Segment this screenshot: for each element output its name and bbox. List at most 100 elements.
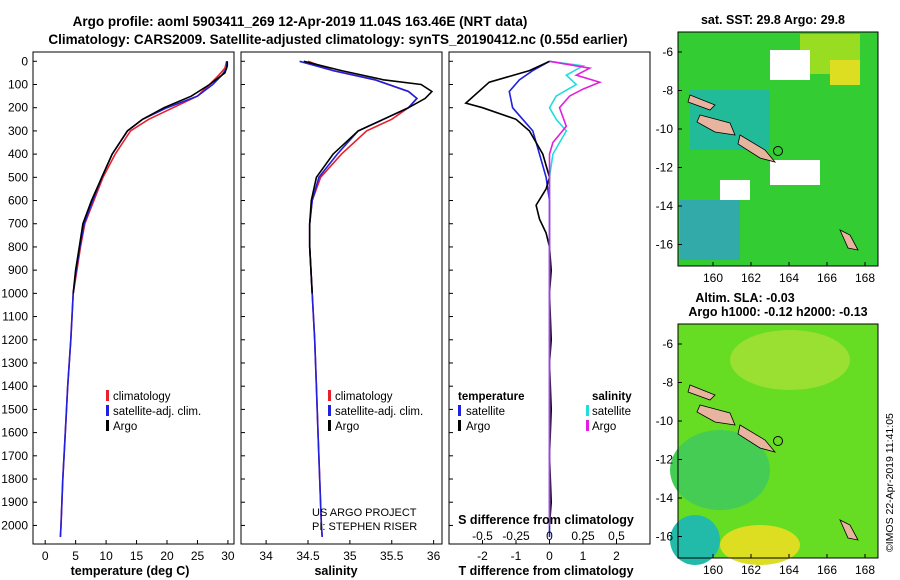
credit-pi: PI: STEPHEN RISER [312, 521, 417, 533]
legend-sal-argo-swatch [586, 420, 589, 431]
x-tick-label: 35 [343, 549, 357, 563]
sst-map [677, 31, 879, 267]
map-lat-label: -8 [662, 84, 673, 98]
temperature-x-ticks: 0 5 10 15 20 25 30 [42, 540, 235, 563]
legend-argo-label: Argo [335, 421, 359, 433]
legend-climatology-label: climatology [335, 391, 393, 403]
series-line-argo [72, 61, 229, 294]
depth-tick-label: 1900 [1, 495, 28, 509]
depth-tick-label: 1500 [1, 402, 28, 416]
depth-tick-label: 1200 [1, 333, 28, 347]
depth-tick-label: 1600 [1, 426, 28, 440]
legend-satellite-label: satellite-adj. clim. [335, 406, 423, 418]
salinity-axis-label: salinity [314, 564, 357, 578]
legend-climatology-swatch [106, 390, 109, 401]
x-tick-label: 34.5 [296, 549, 320, 563]
temperature-series [59, 61, 229, 538]
depth-axis-ticks: 0 100 200 300 400 500 600 700 800 900 1000 1100 1200… [1, 54, 453, 532]
difference-axis-label: T difference from climatology [458, 564, 633, 578]
series-line-satellite-adj-clim- [299, 60, 419, 538]
sla-map-title-2: Argo h1000: -0.12 h2000: -0.13 [688, 305, 867, 319]
depth-tick-label: 1400 [1, 379, 28, 393]
series-line-salinity-argo [548, 60, 603, 526]
salinity-tick-label: -0.5 [472, 529, 493, 543]
legend-argo-swatch [106, 420, 109, 431]
salinity-tick-label: 0.5 [608, 529, 625, 543]
sst-map-title: sat. SST: 29.8 Argo: 29.8 [701, 13, 845, 27]
sst-island-land [687, 94, 859, 251]
map-lon-label: 162 [741, 271, 761, 285]
x-tick-label: 2 [613, 549, 620, 563]
depth-tick-label: 100 [8, 78, 28, 92]
sla-mid-patch [670, 430, 770, 510]
salinity-series [299, 60, 434, 538]
salinity-tick-label: 0.25 [571, 529, 595, 543]
map-lat-label: -10 [656, 414, 674, 428]
map-lat-label: -14 [656, 491, 674, 505]
map-lon-label: 166 [817, 563, 837, 577]
depth-tick-label: 1300 [1, 356, 28, 370]
depth-tick-label: 400 [8, 147, 28, 161]
map-lon-label: 164 [779, 271, 799, 285]
temperature-panel-frame [32, 51, 235, 545]
sla-low-patch [670, 515, 720, 565]
map-lat-label: -6 [662, 337, 673, 351]
x-tick-label: 20 [160, 549, 174, 563]
series-line-argo [303, 60, 434, 294]
depth-tick-label: 300 [8, 124, 28, 138]
legend-argo-label: Argo [113, 421, 137, 433]
map-lat-label: -6 [662, 45, 673, 59]
sla-map [670, 323, 879, 565]
depth-tick-label: 900 [8, 263, 28, 277]
x-tick-label: 36 [427, 549, 441, 563]
salinity-tick-label: 0 [546, 529, 553, 543]
map-lon-label: 168 [855, 271, 875, 285]
x-tick-label: 10 [99, 549, 113, 563]
legend-argo-swatch [328, 420, 331, 431]
salinity-panel-frame [240, 51, 443, 545]
x-tick-label: 5 [72, 549, 79, 563]
map-lat-label: -14 [656, 199, 674, 213]
series-line-temperature-argo [464, 60, 553, 526]
legend-sal-satellite-swatch [586, 405, 589, 416]
salinity-x-ticks: 34 34.5 35 35.5 36 [259, 540, 441, 563]
sst-map-ticks: 160 162 164 166 168 -6 -8 -10 -12 -14 -16 [656, 45, 876, 285]
x-tick-label: 35.5 [380, 549, 404, 563]
map-lon-label: 168 [855, 563, 875, 577]
legend-temp-satellite-swatch [458, 405, 461, 416]
legend-sal-satellite-label: satellite [592, 406, 631, 418]
sla-high-patch [720, 525, 800, 565]
imos-watermark: ©IMOS 22-Apr-2019 11:41:05 [884, 413, 896, 552]
series-line-satellite-adj-clim- [59, 61, 228, 538]
legend-temperature-heading: temperature [458, 391, 524, 403]
legend-satellite-swatch [106, 405, 109, 416]
argo-float-marker [773, 436, 783, 446]
legend-temp-satellite-label: satellite [466, 406, 505, 418]
difference-x-ticks: -2 -1 0 1 2 [477, 540, 620, 563]
depth-tick-label: 800 [8, 240, 28, 254]
map-lon-label: 162 [741, 563, 761, 577]
argo-float-marker [773, 146, 783, 156]
sla-map-title-1: Altim. SLA: -0.03 [695, 291, 794, 305]
x-tick-label: -2 [477, 549, 488, 563]
map-lat-label: -16 [656, 530, 674, 544]
legend-climatology-label: climatology [113, 391, 171, 403]
sst-cool-patch-2 [680, 200, 740, 260]
sst-map-frame [677, 31, 879, 267]
x-tick-label: -1 [511, 549, 522, 563]
map-lat-label: -8 [662, 376, 673, 390]
depth-tick-label: 200 [8, 101, 28, 115]
map-lon-label: 160 [703, 563, 723, 577]
difference-legend: temperature satellite Argo salinity sate… [458, 391, 632, 433]
sla-light-patch [730, 330, 850, 390]
depth-tick-label: 0 [21, 54, 28, 68]
difference-salinity-axis-label: S difference from climatology [458, 513, 634, 527]
salinity-tick-label: -0.25 [502, 529, 530, 543]
depth-tick-label: 500 [8, 170, 28, 184]
depth-tick-label: 1100 [2, 310, 28, 324]
x-tick-label: 1 [580, 549, 587, 563]
sla-map-frame [677, 323, 879, 559]
sst-missing-cloud-2 [770, 160, 820, 185]
sst-missing-cloud-3 [720, 180, 750, 200]
